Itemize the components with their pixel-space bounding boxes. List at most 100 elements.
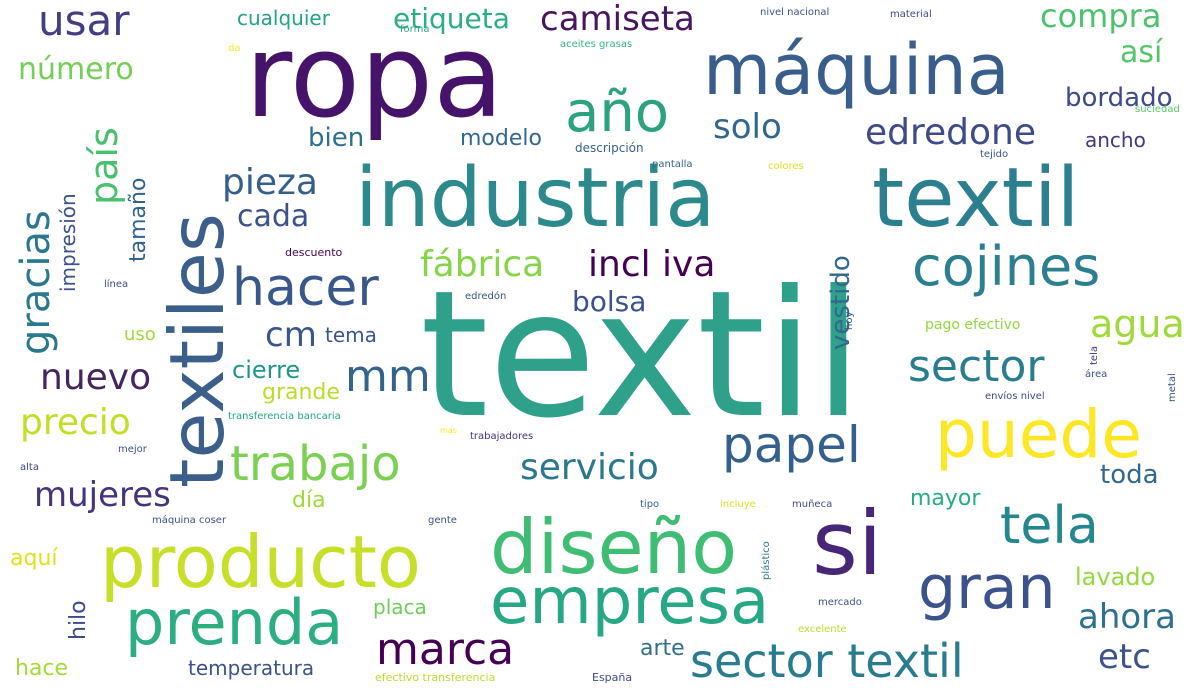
word: agua — [1090, 302, 1185, 346]
word: máquina coser — [152, 515, 227, 526]
word: edredone — [865, 112, 1036, 153]
word: prenda — [125, 586, 344, 659]
word: año — [565, 80, 670, 145]
word: placa — [373, 595, 427, 619]
word: textil — [420, 254, 863, 457]
word: tamaño — [126, 177, 151, 262]
word: material — [890, 9, 932, 20]
word: incluye — [720, 499, 756, 510]
word: modelo — [460, 126, 542, 151]
word: papel — [722, 416, 861, 474]
word: grande — [262, 380, 340, 405]
word: gente — [428, 515, 457, 526]
word: muñeca — [792, 499, 833, 510]
word: usar — [38, 0, 130, 45]
word: tema — [325, 323, 377, 347]
word: textil — [872, 151, 1080, 246]
word: ahora — [1078, 597, 1176, 637]
word: tela — [1089, 346, 1100, 365]
word: mujeres — [34, 475, 171, 515]
word: excelente — [798, 624, 847, 635]
word: hacer — [232, 258, 379, 318]
word: cm — [265, 315, 317, 355]
word: textiles — [153, 213, 241, 488]
word: camiseta — [540, 0, 695, 39]
word: da — [228, 43, 241, 54]
word: fábrica — [420, 244, 545, 285]
word: sector — [908, 341, 1045, 392]
word: sector textil — [690, 634, 964, 688]
word: toda — [1100, 460, 1159, 490]
word: pantalla — [652, 159, 693, 170]
word: número — [18, 52, 134, 87]
word: vestido — [826, 255, 856, 350]
word: servicio — [520, 447, 659, 488]
word: trabajadores — [470, 431, 534, 442]
word: cojines — [912, 235, 1101, 298]
word: bien — [308, 123, 365, 153]
word: precio — [20, 402, 131, 443]
word: compra — [1040, 0, 1162, 35]
word: hilo — [66, 600, 91, 640]
word: efectivo transferencia — [375, 671, 496, 684]
word: aceites grasas — [560, 39, 633, 50]
word: forma — [400, 24, 430, 35]
word: puede — [935, 396, 1142, 473]
word: España — [592, 671, 633, 684]
word: suciedad — [1135, 104, 1180, 115]
word: bolsa — [572, 285, 647, 318]
word: gracias — [13, 210, 59, 355]
word: alta — [20, 462, 39, 473]
word: país — [82, 127, 126, 205]
word: etiqueta — [393, 2, 510, 35]
word: área — [1085, 369, 1108, 380]
word: así — [1120, 35, 1163, 70]
word: colores — [768, 161, 804, 172]
word: tipo — [640, 499, 660, 510]
word: descuento — [285, 246, 343, 259]
word: diseño — [490, 503, 738, 591]
word: edredón — [465, 291, 507, 302]
word: hace — [15, 656, 69, 681]
word: metal — [1167, 373, 1178, 402]
word: envíos nivel — [985, 391, 1045, 402]
word: temperatura — [188, 656, 315, 680]
word: industria — [355, 151, 716, 246]
word: tela — [1000, 496, 1099, 556]
word: si — [812, 492, 883, 595]
word: tejido — [980, 149, 1009, 160]
word: gran — [918, 553, 1056, 623]
word: marca — [376, 624, 515, 675]
word: aquí — [10, 546, 58, 571]
word: día — [292, 488, 326, 513]
word: mercado — [818, 597, 862, 608]
word: pieza — [222, 162, 318, 203]
word: cada — [237, 199, 310, 234]
word: producto — [100, 520, 421, 604]
word: cualquier — [237, 6, 330, 30]
word: uso — [124, 324, 156, 345]
word: pago efectivo — [925, 317, 1021, 333]
word: empresa — [490, 565, 770, 639]
word: ancho — [1085, 128, 1146, 152]
word: lavado — [1075, 563, 1156, 591]
word: máquina — [703, 29, 1010, 111]
word: nivel nacional — [760, 7, 830, 18]
word: mm — [345, 351, 431, 402]
word: arte — [640, 636, 685, 661]
word: ropa — [245, 10, 504, 144]
word: mejor — [118, 444, 147, 455]
word: nuevo — [40, 357, 152, 398]
word: cierre — [232, 356, 301, 384]
word: hoy — [844, 311, 855, 330]
word: mas — [440, 426, 457, 435]
word: transferencia bancaria — [228, 411, 341, 422]
word: trabajo — [230, 436, 401, 492]
word: etc — [1098, 637, 1151, 677]
word: descripción — [575, 141, 644, 155]
word: impresión — [56, 193, 80, 292]
word: incl iva — [588, 244, 716, 285]
word: mayor — [910, 486, 981, 511]
word: plástico — [761, 541, 772, 580]
